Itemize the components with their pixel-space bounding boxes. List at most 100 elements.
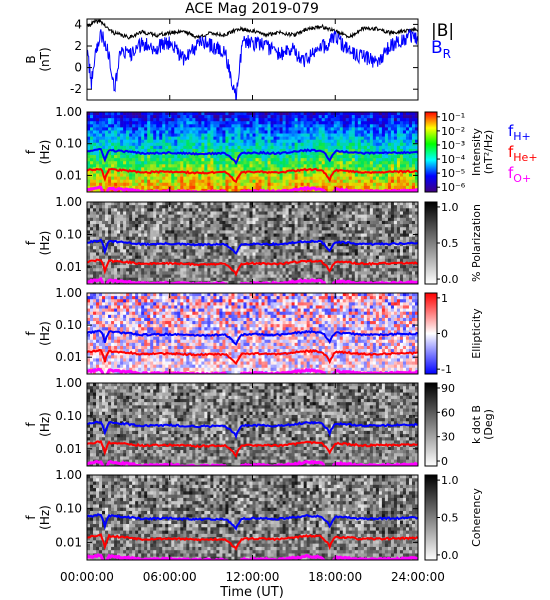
y-axis-unit: (Hz): [38, 412, 52, 437]
panel-plot-area: [87, 293, 418, 374]
colorbar-tick-label: 0.0: [441, 549, 459, 562]
colorbar-tick-label: 60: [441, 406, 455, 419]
y-axis-label: f: [24, 422, 38, 427]
colorbar-tick-label: 0.5: [441, 237, 459, 250]
y-axis-label: f: [24, 331, 38, 336]
y-axis-label: f: [24, 515, 38, 520]
y-axis-unit: (Hz): [38, 505, 52, 530]
y-tick-label: 0.01: [55, 168, 82, 182]
colorbar-label: Ellipticity: [470, 308, 483, 359]
colorbar-tick-label: 0.0: [441, 273, 459, 286]
colorbar-tick-label: 10⁻²: [441, 125, 465, 138]
colorbar-tick-label: 30: [441, 431, 455, 444]
y-tick-label: 0.10: [55, 502, 82, 516]
y-tick-label: 0.01: [55, 442, 82, 456]
panel-plot-area: [87, 202, 418, 284]
x-axis: 00:00:00 06:00:00 12:00:00 18:00:00 24:00:00: [60, 19, 445, 584]
legend-label: BR: [431, 38, 451, 61]
gyrofreq-line-fh: [87, 513, 418, 531]
legend-subscript: R: [443, 47, 451, 61]
y-axis-unit: (Hz): [38, 231, 52, 256]
colorbar-intensity: [424, 111, 438, 193]
y-tick-label: 1.00: [55, 286, 82, 300]
panels: 420-2B (nT)1.000.100.01f (Hz)10⁻¹10⁻²10⁻³1…: [24, 17, 538, 562]
colorbar-tick-label: 0.5: [441, 512, 459, 525]
colorbar-tick-label: 0: [441, 328, 448, 341]
colorbar-tick-label: 10⁻⁶: [441, 181, 466, 194]
x-tick-label: 00:00:00: [60, 570, 114, 584]
colorbar-tick-label: -1: [441, 363, 452, 376]
gyrofreq-legend-label: fHe+: [508, 143, 538, 164]
x-axis-label: Time (UT): [219, 585, 284, 600]
gyrofreq-line-fo: [87, 276, 418, 284]
y-tick-label: 0: [74, 61, 82, 75]
y-axis-label: B: [24, 55, 38, 63]
gyrofreq-line-fhe: [87, 439, 418, 458]
legend-subscript: H+: [513, 130, 531, 143]
colorbar-label: % Polarization: [470, 204, 483, 282]
colorbar-label: Intensity: [470, 128, 483, 176]
spectrogram-cells: [87, 383, 418, 466]
y-tick-label: 4: [74, 17, 82, 31]
panel-intensity: 1.00 0.10 0.01 f (Hz) 10⁻¹10⁻²10⁻³10⁻⁴10⁻⁵10⁻…: [24, 105, 495, 194]
colorbar-unit: (Deg): [482, 409, 495, 440]
y-axis-unit: (Hz): [38, 140, 52, 165]
x-tick-label: 06:00:00: [143, 570, 197, 584]
chart-title: ACE Mag 2019-079: [185, 1, 319, 17]
panel-plot-area: [87, 383, 418, 466]
colorbar-label: Coherency: [470, 488, 483, 547]
legend-subscript: O+: [513, 172, 531, 185]
x-tick-label: 24:00:00: [391, 570, 445, 584]
y-tick-label: 0.10: [55, 137, 82, 151]
gyrofreq-line-fhe: [87, 167, 418, 184]
y-tick-label: -2: [70, 82, 82, 96]
colorbar-tick-label: 10⁻⁴: [441, 153, 466, 166]
y-tick-label: 2: [74, 39, 82, 53]
y-axis-label: f: [24, 149, 38, 154]
colorbar-tick-label: 10⁻³: [441, 139, 465, 152]
panel-kdotb: 1.00 0.10 0.01 f (Hz) 90 60 30 0 k dot B (Deg): [24, 376, 495, 468]
colorbar-tick-label: 10⁻⁵: [441, 167, 465, 180]
series-b-radial: [87, 28, 418, 100]
panel-polarization: 1.00 0.10 0.01 f (Hz) 1.0 0.5 0.0 % Polarization: [24, 195, 483, 286]
y-axis-unit: (nT): [38, 47, 52, 71]
y-tick-label: 1.00: [55, 105, 82, 119]
y-axis-label: f: [24, 240, 38, 245]
colorbar-label: k dot B: [470, 405, 483, 444]
y-tick-label: 0.01: [55, 535, 82, 549]
colorbar-unit: (nT²/Hz): [482, 130, 495, 174]
gyrofreq-line-fh: [87, 147, 418, 166]
colorbar-tick-label: 1.0: [441, 201, 459, 214]
y-tick-label: 0.01: [55, 350, 82, 364]
colorbar-kdotb: [424, 382, 438, 467]
y-tick-label: 1.00: [55, 468, 82, 482]
y-axis-unit: (Hz): [38, 321, 52, 346]
y-tick-label: 0.10: [55, 228, 82, 242]
colorbar-ellipticity: [424, 292, 438, 375]
panel-ellipticity: 1.00 0.10 0.01 f (Hz) 1 0 -1 Ellipticity: [24, 286, 483, 376]
gyrofreq-line-fhe: [87, 258, 418, 277]
series-b-magnitude: [87, 19, 418, 40]
colorbar-polarization: [424, 201, 438, 285]
gyrofreq-line-fh: [87, 420, 418, 440]
gyrofreq-legend-label: fH+: [508, 122, 531, 143]
gyrofreq-line-fh: [87, 238, 418, 256]
gyrofreq-line-fhe: [87, 348, 418, 366]
y-tick-label: 0.10: [55, 318, 82, 332]
y-tick-label: 1.00: [55, 376, 82, 390]
gyrofreq-legend-label: fO+: [508, 164, 531, 185]
y-tick-label: 0.10: [55, 409, 82, 423]
legend-subscript: He+: [513, 151, 537, 164]
colorbar-tick-label: 0: [441, 455, 448, 468]
colorbar-tick-label: 1: [441, 292, 448, 305]
panel-plot-area: [87, 475, 418, 560]
y-tick-label: 0.01: [55, 260, 82, 274]
gyrofreq-line-fhe: [87, 533, 418, 551]
colorbar-coherency: [424, 474, 438, 561]
panel-plot-area: [87, 19, 418, 100]
x-tick-label: 12:00:00: [226, 570, 280, 584]
panel-plot-area: [87, 112, 418, 192]
colorbar-tick-label: 10⁻¹: [441, 111, 465, 124]
colorbar-tick-label: 90: [441, 382, 455, 395]
